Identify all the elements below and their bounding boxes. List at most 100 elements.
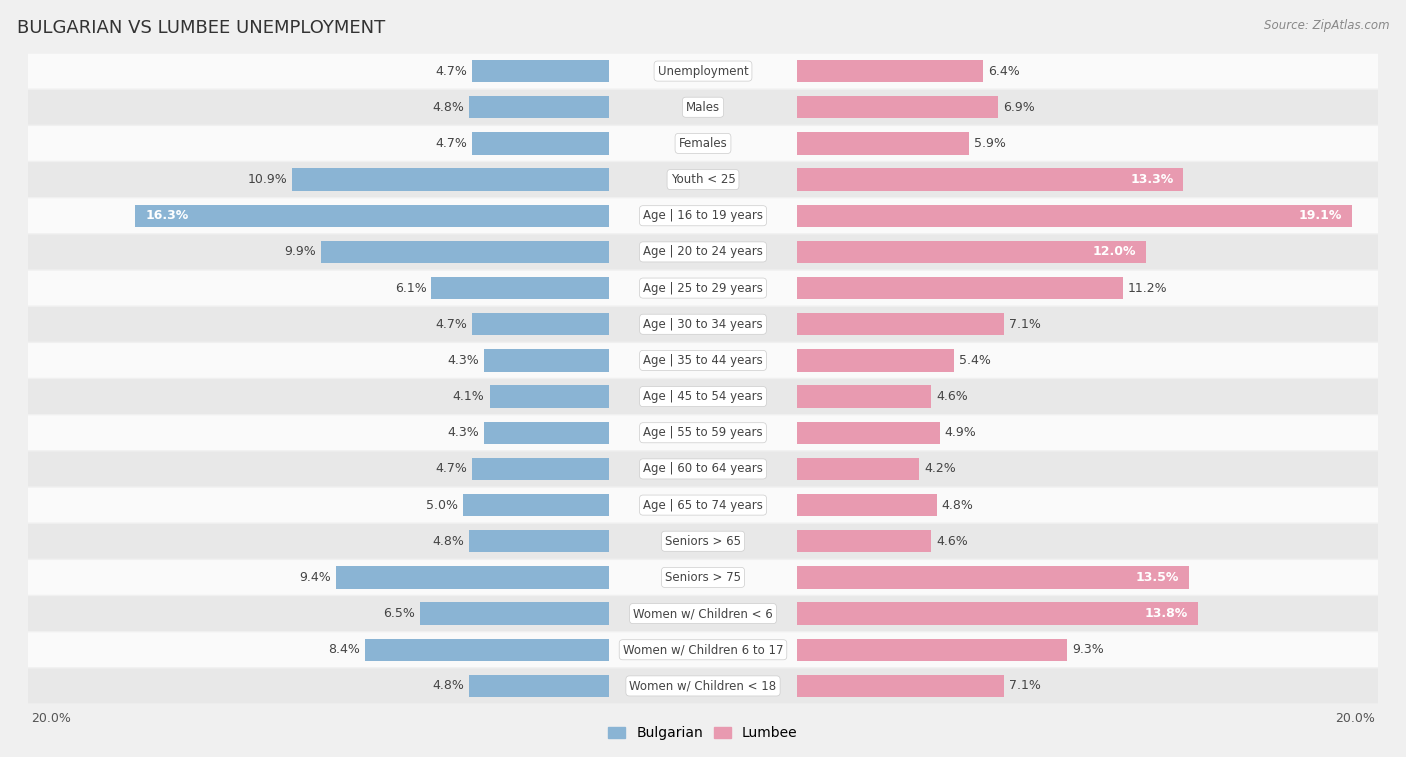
Text: Women w/ Children < 18: Women w/ Children < 18 [630, 680, 776, 693]
Text: 4.8%: 4.8% [432, 680, 464, 693]
Text: 4.7%: 4.7% [436, 463, 467, 475]
Text: 4.6%: 4.6% [936, 534, 967, 548]
FancyBboxPatch shape [28, 560, 1378, 595]
Bar [797, 60, 983, 83]
Text: 9.4%: 9.4% [299, 571, 330, 584]
Bar [797, 277, 1122, 299]
Text: Youth < 25: Youth < 25 [671, 173, 735, 186]
Bar [321, 241, 609, 263]
Bar [797, 674, 1004, 697]
Text: Unemployment: Unemployment [658, 64, 748, 77]
Text: 4.3%: 4.3% [447, 354, 478, 367]
Text: Age | 45 to 54 years: Age | 45 to 54 years [643, 390, 763, 403]
FancyBboxPatch shape [28, 632, 1378, 667]
Bar [472, 313, 609, 335]
Text: 4.6%: 4.6% [936, 390, 967, 403]
FancyBboxPatch shape [28, 488, 1378, 522]
Bar [797, 349, 955, 372]
Bar [364, 639, 609, 661]
FancyBboxPatch shape [28, 452, 1378, 486]
Text: 7.1%: 7.1% [1008, 680, 1040, 693]
FancyBboxPatch shape [28, 162, 1378, 197]
Text: 6.5%: 6.5% [382, 607, 415, 620]
Bar [797, 132, 969, 154]
Bar [470, 674, 609, 697]
Text: 4.7%: 4.7% [436, 318, 467, 331]
Text: 13.8%: 13.8% [1144, 607, 1188, 620]
Text: 4.1%: 4.1% [453, 390, 485, 403]
Bar [472, 60, 609, 83]
Text: 4.3%: 4.3% [447, 426, 478, 439]
Bar [135, 204, 609, 227]
Legend: Bulgarian, Lumbee: Bulgarian, Lumbee [603, 721, 803, 746]
Bar [484, 422, 609, 444]
Text: 16.3%: 16.3% [146, 209, 188, 223]
Text: 10.9%: 10.9% [247, 173, 287, 186]
FancyBboxPatch shape [28, 54, 1378, 89]
Text: 19.1%: 19.1% [1298, 209, 1341, 223]
FancyBboxPatch shape [28, 126, 1378, 160]
Bar [484, 349, 609, 372]
FancyBboxPatch shape [28, 343, 1378, 378]
Bar [797, 313, 1004, 335]
Text: Males: Males [686, 101, 720, 114]
FancyBboxPatch shape [28, 416, 1378, 450]
Bar [472, 458, 609, 480]
Bar [797, 422, 939, 444]
Text: 8.4%: 8.4% [328, 643, 360, 656]
FancyBboxPatch shape [28, 524, 1378, 559]
Text: Women w/ Children < 6: Women w/ Children < 6 [633, 607, 773, 620]
Text: 5.9%: 5.9% [974, 137, 1005, 150]
FancyBboxPatch shape [28, 307, 1378, 341]
Bar [797, 603, 1198, 625]
Text: Seniors > 65: Seniors > 65 [665, 534, 741, 548]
Text: Age | 30 to 34 years: Age | 30 to 34 years [643, 318, 763, 331]
Bar [797, 241, 1146, 263]
Bar [797, 530, 931, 553]
Bar [470, 96, 609, 118]
Text: 4.7%: 4.7% [436, 137, 467, 150]
Text: Age | 65 to 74 years: Age | 65 to 74 years [643, 499, 763, 512]
Bar [292, 168, 609, 191]
FancyBboxPatch shape [28, 271, 1378, 305]
Bar [797, 639, 1067, 661]
Text: 12.0%: 12.0% [1092, 245, 1136, 258]
Text: Age | 25 to 29 years: Age | 25 to 29 years [643, 282, 763, 294]
FancyBboxPatch shape [28, 668, 1378, 703]
Text: 4.7%: 4.7% [436, 64, 467, 77]
Text: 4.2%: 4.2% [924, 463, 956, 475]
Text: Age | 16 to 19 years: Age | 16 to 19 years [643, 209, 763, 223]
Text: Seniors > 75: Seniors > 75 [665, 571, 741, 584]
Text: 7.1%: 7.1% [1008, 318, 1040, 331]
Text: Women w/ Children 6 to 17: Women w/ Children 6 to 17 [623, 643, 783, 656]
Text: 4.9%: 4.9% [945, 426, 977, 439]
Text: 4.8%: 4.8% [432, 534, 464, 548]
Bar [470, 530, 609, 553]
Text: 4.8%: 4.8% [432, 101, 464, 114]
FancyBboxPatch shape [28, 90, 1378, 125]
Text: 5.4%: 5.4% [959, 354, 991, 367]
FancyBboxPatch shape [28, 198, 1378, 233]
Text: Females: Females [679, 137, 727, 150]
Bar [797, 204, 1351, 227]
Bar [797, 458, 920, 480]
Text: Age | 55 to 59 years: Age | 55 to 59 years [643, 426, 763, 439]
Bar [472, 132, 609, 154]
Text: 5.0%: 5.0% [426, 499, 458, 512]
Bar [464, 494, 609, 516]
Bar [489, 385, 609, 408]
Bar [797, 494, 936, 516]
Bar [797, 96, 998, 118]
Bar [797, 385, 931, 408]
Text: 9.9%: 9.9% [284, 245, 316, 258]
FancyBboxPatch shape [28, 235, 1378, 269]
Text: Source: ZipAtlas.com: Source: ZipAtlas.com [1264, 19, 1389, 32]
Text: 13.5%: 13.5% [1136, 571, 1180, 584]
Bar [797, 566, 1189, 589]
Text: Age | 60 to 64 years: Age | 60 to 64 years [643, 463, 763, 475]
Text: BULGARIAN VS LUMBEE UNEMPLOYMENT: BULGARIAN VS LUMBEE UNEMPLOYMENT [17, 19, 385, 37]
Text: 6.9%: 6.9% [1002, 101, 1035, 114]
FancyBboxPatch shape [28, 379, 1378, 414]
Text: 11.2%: 11.2% [1128, 282, 1167, 294]
Text: 20.0%: 20.0% [1334, 712, 1375, 725]
